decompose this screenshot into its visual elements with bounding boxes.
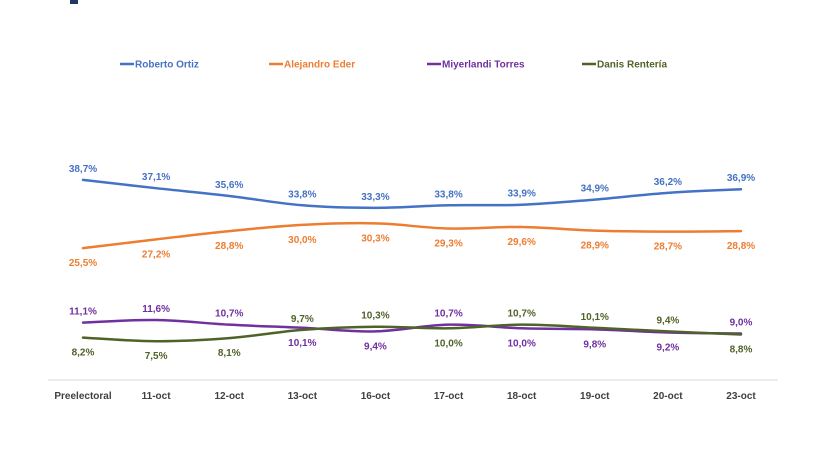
data-labels: 38,7% 37,1% 35,6% 33,8% 33,3% 33,8% 33,9% 34,9%… <box>69 164 755 362</box>
data-label-alejandro-eder: 28,8% <box>215 241 243 252</box>
data-label-roberto-ortiz: 36,9% <box>727 173 755 184</box>
data-label-danis-renteria: 8,8% <box>730 345 753 356</box>
data-label-alejandro-eder: 28,8% <box>727 241 755 252</box>
series-lines <box>81 178 743 343</box>
data-label-alejandro-eder: 29,6% <box>507 237 535 248</box>
x-tick-label: 18-oct <box>507 391 537 402</box>
series-line-danis-renteria <box>81 323 743 343</box>
data-label-alejandro-eder: 28,9% <box>581 241 609 252</box>
series-line-alejandro-eder <box>81 221 743 250</box>
x-tick-label: 16-oct <box>361 391 391 402</box>
legend-label-miyerlandi-torres: Miyerlandi Torres <box>442 60 525 71</box>
data-label-roberto-ortiz: 37,1% <box>142 172 170 183</box>
data-label-miyerlandi-torres: 9,8% <box>583 339 606 350</box>
header-mark <box>70 0 78 4</box>
data-label-miyerlandi-torres: 9,4% <box>364 341 387 352</box>
data-label-danis-renteria: 7,5% <box>145 351 168 362</box>
data-label-miyerlandi-torres: 10,7% <box>434 309 462 320</box>
data-label-roberto-ortiz: 34,9% <box>581 184 609 195</box>
legend-label-alejandro-eder: Alejandro Eder <box>284 60 355 71</box>
x-tick-label: 19-oct <box>580 391 610 402</box>
x-tick-label: 20-oct <box>653 391 683 402</box>
legend: Roberto Ortiz Alejandro Eder Miyerlandi To… <box>120 60 667 71</box>
data-label-danis-renteria: 9,4% <box>656 315 679 326</box>
data-label-miyerlandi-torres: 11,6% <box>142 304 170 315</box>
x-tick-label: 12-oct <box>214 391 244 402</box>
x-tick-label: 11-oct <box>142 391 172 402</box>
x-tick-label: 23-oct <box>726 391 756 402</box>
data-label-alejandro-eder: 28,7% <box>654 242 682 253</box>
data-label-danis-renteria: 8,2% <box>72 348 95 359</box>
data-label-danis-renteria: 10,7% <box>507 309 535 320</box>
data-label-miyerlandi-torres: 11,1% <box>69 307 97 318</box>
data-label-alejandro-eder: 30,3% <box>361 233 389 244</box>
legend-label-roberto-ortiz: Roberto Ortiz <box>135 60 199 71</box>
data-label-roberto-ortiz: 33,9% <box>507 189 535 200</box>
data-label-danis-renteria: 9,7% <box>291 314 314 325</box>
data-label-alejandro-eder: 27,2% <box>142 249 170 260</box>
data-label-roberto-ortiz: 33,8% <box>288 189 316 200</box>
data-label-danis-renteria: 10,0% <box>434 338 462 349</box>
series-line-roberto-ortiz <box>81 178 743 210</box>
data-label-miyerlandi-torres: 10,0% <box>507 338 535 349</box>
data-label-alejandro-eder: 29,3% <box>434 239 462 250</box>
data-label-miyerlandi-torres: 9,0% <box>730 317 753 328</box>
data-label-alejandro-eder: 25,5% <box>69 258 97 269</box>
data-label-roberto-ortiz: 38,7% <box>69 164 97 175</box>
data-label-danis-renteria: 10,3% <box>361 311 389 322</box>
data-label-roberto-ortiz: 33,3% <box>361 192 389 203</box>
x-tick-label: Preelectoral <box>54 391 111 402</box>
data-label-danis-renteria: 10,1% <box>581 312 609 323</box>
data-label-danis-renteria: 8,1% <box>218 348 241 359</box>
data-label-roberto-ortiz: 36,2% <box>654 177 682 188</box>
x-tick-label: 13-oct <box>288 391 318 402</box>
legend-label-danis-renteria: Danis Rentería <box>597 60 667 71</box>
data-label-miyerlandi-torres: 9,2% <box>656 342 679 353</box>
data-label-miyerlandi-torres: 10,7% <box>215 309 243 320</box>
x-axis-ticks: Preelectoral 11-oct 12-oct 13-oct 16-oct 17-o… <box>54 391 756 402</box>
data-label-roberto-ortiz: 35,6% <box>215 180 243 191</box>
data-label-alejandro-eder: 30,0% <box>288 235 316 246</box>
data-label-miyerlandi-torres: 10,1% <box>288 338 316 349</box>
data-label-roberto-ortiz: 33,8% <box>434 189 462 200</box>
x-tick-label: 17-oct <box>434 391 464 402</box>
